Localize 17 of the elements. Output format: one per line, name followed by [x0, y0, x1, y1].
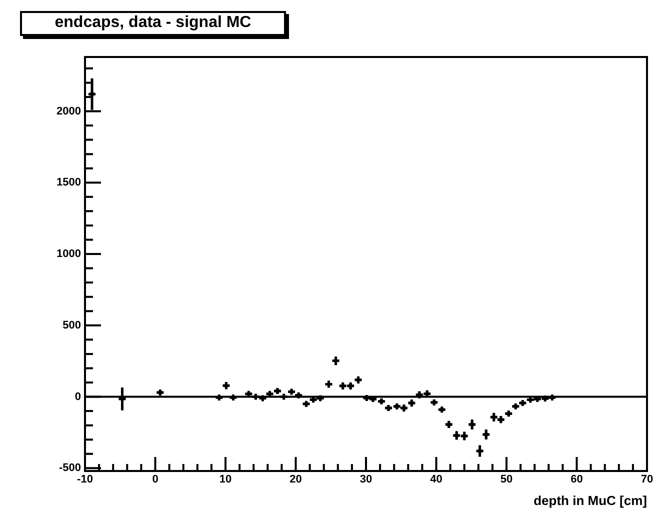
y-tick-label: 0 — [74, 390, 81, 403]
x-tick-label: 0 — [152, 474, 158, 486]
x-tick-label: 50 — [500, 474, 513, 486]
x-tick-label: 40 — [430, 474, 442, 486]
y-tick-label: 2000 — [56, 105, 81, 118]
x-axis-title: depth in MuC [cm] — [534, 492, 647, 508]
chart-title: endcaps, data - signal MC — [20, 11, 286, 36]
x-tick-label: 60 — [570, 474, 583, 486]
x-tick-label: 20 — [290, 474, 302, 486]
x-tick-label: 30 — [360, 474, 372, 486]
x-tick-label: -10 — [77, 474, 93, 486]
y-tick-label: 500 — [62, 319, 81, 332]
y-tick-label: -500 — [58, 462, 81, 474]
y-tick-label: 1500 — [56, 176, 81, 189]
x-tick-label: 10 — [219, 474, 232, 486]
x-tick-label: 70 — [640, 474, 654, 486]
y-tick-label: 1000 — [56, 248, 81, 260]
